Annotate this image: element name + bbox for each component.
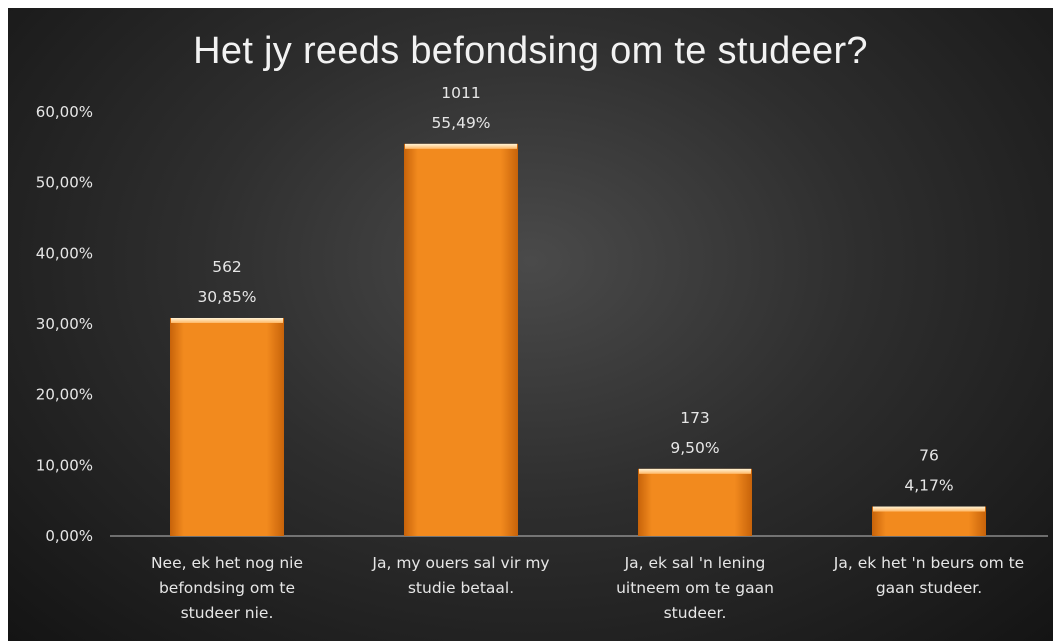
x-category-label-line: gaan studeer. xyxy=(876,579,982,597)
y-tick-label: 0,00% xyxy=(45,527,93,545)
bars xyxy=(170,143,986,536)
x-category-label: Ja, ek het 'n beurs om te gaan studeer. xyxy=(833,554,1024,597)
bar xyxy=(638,468,752,536)
y-tick-label: 20,00% xyxy=(36,386,93,404)
bar xyxy=(872,506,986,536)
y-tick-label: 10,00% xyxy=(36,456,93,474)
x-category-label-line: Ja, my ouers sal vir my xyxy=(371,554,549,572)
x-category-label-line: studeer. xyxy=(664,604,727,622)
data-label-count: 562 xyxy=(212,258,242,276)
data-label-percent: 55,49% xyxy=(431,114,490,132)
bar-highlight xyxy=(873,506,985,512)
data-label-count: 76 xyxy=(919,447,939,465)
x-category-label-line: Nee, ek het nog nie xyxy=(151,554,303,572)
y-tick-label: 30,00% xyxy=(36,315,93,333)
x-category-label: Ja, ek sal 'n lening uitneem om te gaan st… xyxy=(616,554,774,622)
bar-body xyxy=(170,317,284,536)
bar-body xyxy=(638,468,752,536)
data-label-count: 1011 xyxy=(441,84,480,102)
y-tick-label: 60,00% xyxy=(36,103,93,121)
y-tick-label: 50,00% xyxy=(36,174,93,192)
x-category-label-line: Ja, ek sal 'n lening xyxy=(624,554,766,572)
x-category-label: Nee, ek het nog nie befondsing om te stude… xyxy=(151,554,303,622)
data-label-count: 173 xyxy=(680,409,710,427)
bar-highlight xyxy=(171,317,283,323)
x-category-label: Ja, my ouers sal vir my studie betaal. xyxy=(371,554,549,597)
bar xyxy=(170,317,284,536)
bar-highlight xyxy=(639,468,751,474)
x-category-label-line: studie betaal. xyxy=(408,579,514,597)
chart-title: Het jy reeds befondsing om te studeer? xyxy=(193,30,868,72)
data-labels: 562 30,85% 1011 55,49% 173 9,50% 76 4,17% xyxy=(197,84,953,495)
y-axis: 0,00% 10,00% 20,00% 30,00% 40,00% 50,00% 60,00… xyxy=(36,103,1048,545)
x-category-label-line: befondsing om te xyxy=(159,579,295,597)
x-category-label-line: studeer nie. xyxy=(181,604,274,622)
y-tick-label: 40,00% xyxy=(36,244,93,262)
data-label-percent: 9,50% xyxy=(670,439,719,457)
bar-highlight xyxy=(405,143,517,149)
x-axis: Nee, ek het nog nie befondsing om te stude… xyxy=(151,554,1024,622)
x-category-label-line: uitneem om te gaan xyxy=(616,579,774,597)
x-category-label-line: Ja, ek het 'n beurs om te xyxy=(833,554,1024,572)
bar xyxy=(404,143,518,536)
data-label-percent: 4,17% xyxy=(904,477,953,495)
bar-body xyxy=(404,143,518,536)
data-label-percent: 30,85% xyxy=(197,288,256,306)
